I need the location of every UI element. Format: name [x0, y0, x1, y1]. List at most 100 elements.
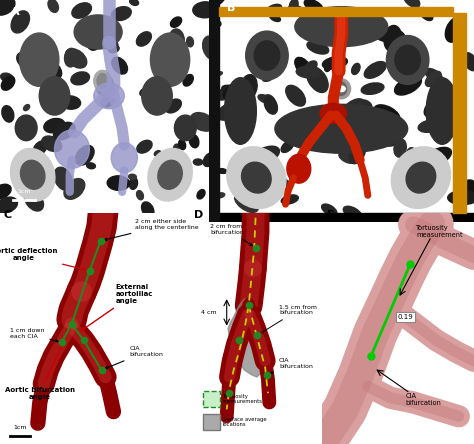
Ellipse shape [295, 57, 311, 75]
Ellipse shape [62, 313, 82, 334]
Ellipse shape [65, 49, 87, 68]
Ellipse shape [349, 143, 365, 164]
Text: 0.19: 0.19 [398, 314, 414, 320]
Ellipse shape [259, 153, 267, 161]
Ellipse shape [445, 17, 465, 42]
Ellipse shape [454, 180, 474, 202]
Ellipse shape [303, 61, 317, 74]
Ellipse shape [264, 96, 277, 114]
Ellipse shape [260, 180, 281, 195]
Ellipse shape [425, 68, 442, 82]
Text: D: D [194, 210, 203, 220]
Bar [209, 213, 474, 222]
Ellipse shape [315, 80, 323, 89]
Ellipse shape [406, 162, 436, 193]
Ellipse shape [281, 195, 298, 204]
Ellipse shape [463, 52, 474, 71]
Ellipse shape [31, 61, 45, 71]
Ellipse shape [374, 105, 400, 123]
Ellipse shape [193, 2, 217, 18]
Ellipse shape [322, 204, 337, 216]
Ellipse shape [352, 63, 360, 75]
Ellipse shape [20, 160, 45, 189]
Ellipse shape [394, 139, 406, 157]
Bar [209, 0, 219, 222]
Ellipse shape [173, 144, 179, 152]
Ellipse shape [286, 85, 305, 106]
Ellipse shape [387, 140, 396, 146]
Ellipse shape [222, 214, 246, 230]
Ellipse shape [304, 0, 323, 12]
Text: 1cm: 1cm [13, 425, 27, 430]
Ellipse shape [322, 57, 347, 69]
Ellipse shape [337, 86, 345, 91]
Ellipse shape [246, 31, 288, 80]
Ellipse shape [17, 52, 36, 70]
Ellipse shape [64, 48, 77, 67]
Ellipse shape [417, 155, 443, 177]
Ellipse shape [430, 105, 441, 115]
Ellipse shape [137, 190, 144, 200]
Ellipse shape [55, 130, 90, 168]
Ellipse shape [155, 46, 163, 52]
Text: Aortic deflection
angle: Aortic deflection angle [0, 248, 85, 270]
Ellipse shape [362, 100, 372, 108]
Ellipse shape [111, 7, 131, 20]
Ellipse shape [310, 17, 320, 31]
Polygon shape [228, 298, 269, 377]
Ellipse shape [232, 127, 242, 133]
Ellipse shape [250, 146, 280, 165]
Ellipse shape [419, 8, 433, 20]
Ellipse shape [441, 107, 459, 117]
Ellipse shape [289, 0, 298, 12]
Ellipse shape [426, 78, 458, 144]
Ellipse shape [85, 28, 101, 50]
Ellipse shape [418, 119, 444, 132]
Ellipse shape [94, 70, 111, 91]
Ellipse shape [165, 99, 182, 113]
Text: CIA
bifurcation: CIA bifurcation [406, 393, 442, 406]
Ellipse shape [227, 147, 286, 208]
Ellipse shape [0, 197, 18, 213]
Ellipse shape [217, 85, 236, 100]
Ellipse shape [404, 52, 421, 60]
Text: CIA
bifurcation: CIA bifurcation [105, 346, 163, 369]
Ellipse shape [281, 140, 294, 152]
Ellipse shape [295, 7, 388, 47]
Ellipse shape [24, 104, 30, 111]
Text: C: C [4, 210, 12, 220]
Ellipse shape [154, 56, 170, 73]
Ellipse shape [242, 162, 271, 193]
Ellipse shape [142, 202, 154, 217]
Ellipse shape [352, 112, 375, 127]
Text: Aortic bifurcation
angle: Aortic bifurcation angle [5, 328, 75, 400]
Ellipse shape [395, 45, 420, 75]
Ellipse shape [142, 77, 172, 115]
Bar [219, 7, 453, 16]
Ellipse shape [202, 36, 220, 60]
Ellipse shape [233, 80, 240, 91]
Ellipse shape [54, 123, 75, 140]
Ellipse shape [128, 174, 137, 179]
Ellipse shape [235, 193, 258, 212]
Ellipse shape [19, 33, 59, 86]
Ellipse shape [343, 99, 365, 116]
Ellipse shape [223, 83, 243, 99]
Ellipse shape [42, 136, 62, 151]
Ellipse shape [96, 75, 113, 96]
Ellipse shape [54, 167, 72, 190]
Ellipse shape [1, 76, 15, 90]
Ellipse shape [307, 67, 328, 92]
Ellipse shape [364, 62, 386, 78]
Ellipse shape [265, 4, 282, 14]
Ellipse shape [2, 106, 14, 122]
Ellipse shape [129, 178, 137, 189]
Text: B: B [227, 3, 236, 13]
Ellipse shape [60, 96, 81, 109]
Ellipse shape [48, 0, 58, 12]
Ellipse shape [11, 11, 29, 33]
Ellipse shape [210, 0, 225, 6]
Ellipse shape [39, 77, 70, 115]
Ellipse shape [193, 159, 203, 165]
Ellipse shape [222, 85, 240, 96]
